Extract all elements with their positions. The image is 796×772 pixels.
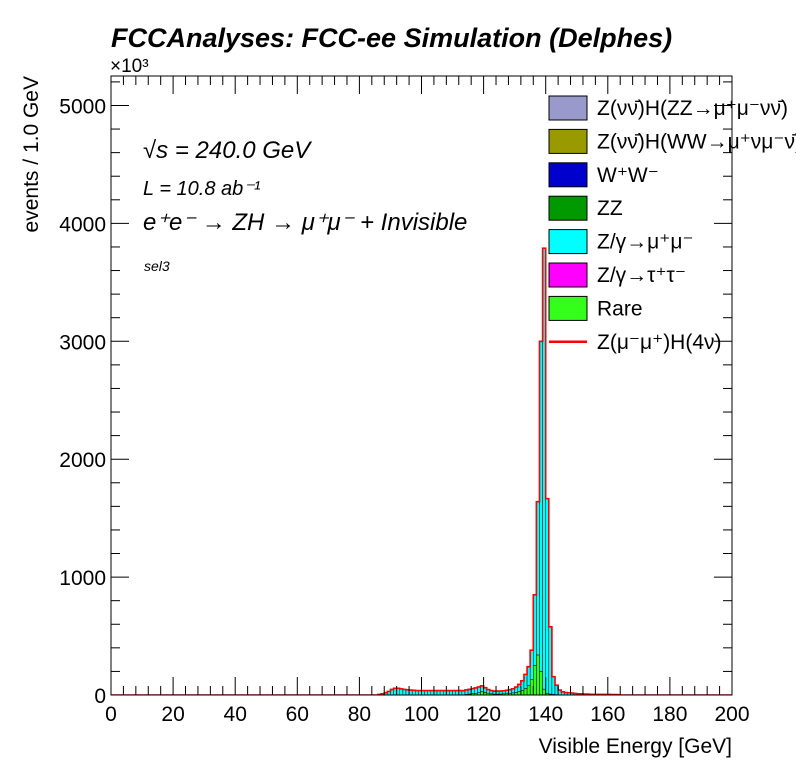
x-tick-label: 20: [161, 703, 184, 726]
histogram-bar: [526, 685, 531, 695]
annotation-process: e⁺e⁻ → ZH → μ⁺μ⁻ + Invisible: [143, 209, 467, 236]
x-tick-label: 120: [466, 703, 501, 726]
axis-ticks: 0 20 40 60 80 100 120 140 160 180 2000100020003000…: [59, 76, 750, 726]
annotation-selection: sel3: [144, 258, 170, 274]
legend-swatch: [548, 162, 588, 188]
x-tick-label: 100: [404, 703, 439, 726]
legend-label: Z(μ⁻μ⁺)H(4ν): [597, 331, 722, 354]
legend-label: Z(νν̄)H(WW→μ⁺νμ⁻ν̄): [597, 130, 796, 153]
legend-label: ZZ: [597, 197, 623, 220]
x-tick-label: 200: [714, 703, 749, 726]
legend-label: Z(νν̄)H(ZZ→μ⁺μ⁻νν̄): [597, 97, 788, 120]
x-tick-label: 0: [105, 703, 117, 726]
y-axis-label: events / 1.0 GeV: [20, 76, 43, 232]
annotation-lumi: L = 10.8 ab⁻¹: [143, 178, 261, 200]
x-tick-label: 180: [652, 703, 687, 726]
x-tick-label: 60: [286, 703, 309, 726]
legend: Z(νν̄)H(ZZ→μ⁺μ⁻νν̄) Z(νν̄)H(WW→μ⁺νμ⁻ν̄) W⁺…: [548, 95, 796, 354]
x-tick-label: 140: [528, 703, 563, 726]
x-axis-label: Visible Energy [GeV]: [539, 735, 732, 758]
signal-line: [111, 247, 732, 695]
legend-swatch: [548, 262, 588, 288]
legend-label: Z/γ→μ⁺μ⁻: [597, 231, 694, 254]
x-tick-label: 40: [224, 703, 247, 726]
legend-swatch: [548, 195, 588, 221]
y-tick-label: 4000: [59, 213, 106, 236]
x-tick-label: 160: [590, 703, 625, 726]
y-tick-label: 0: [94, 685, 106, 708]
y-tick-label: 2000: [59, 449, 106, 472]
histogram-bar: [523, 688, 528, 695]
x-tick-label: 80: [348, 703, 371, 726]
legend-swatch: [548, 128, 588, 154]
y-tick-label: 5000: [59, 95, 106, 118]
histogram-bar: [536, 654, 540, 695]
y-tick-label: 1000: [59, 567, 106, 590]
legend-swatch: [548, 295, 588, 321]
legend-label: Z/γ→τ⁺τ⁻: [597, 264, 686, 287]
y-multiplier: ×10³: [110, 56, 149, 77]
legend-swatch: [548, 95, 588, 121]
y-tick-label: 3000: [59, 331, 106, 354]
legend-label: W⁺W⁻: [597, 164, 659, 187]
signal-line-layer: [111, 247, 732, 695]
histogram-bar: [539, 671, 543, 695]
legend-swatch: [548, 229, 588, 255]
legend-label: Rare: [597, 297, 643, 320]
annotation-sqrt-s: √s = 240.0 GeV: [143, 137, 312, 164]
chart-title: FCCAnalyses: FCC-ee Simulation (Delphes): [111, 23, 672, 53]
